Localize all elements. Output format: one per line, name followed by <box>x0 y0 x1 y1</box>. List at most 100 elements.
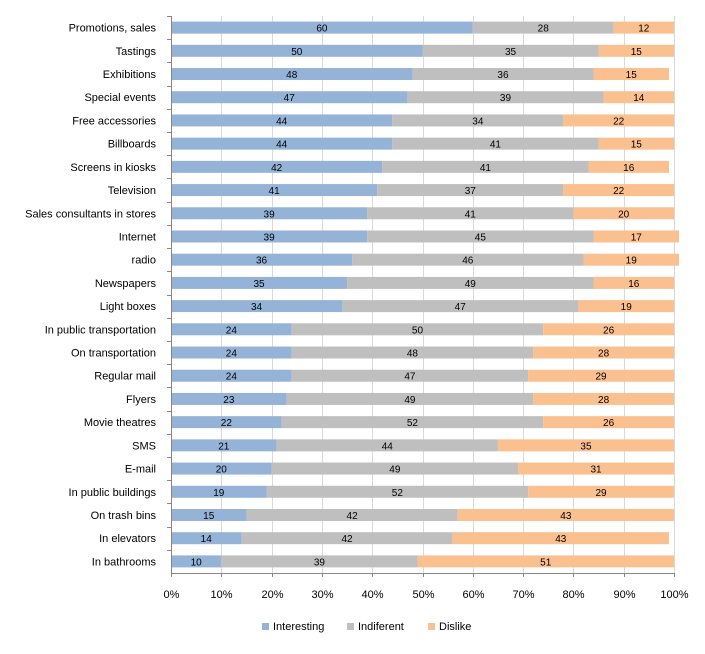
bar-indiferent <box>422 44 599 57</box>
data-label: 43 <box>560 511 572 522</box>
data-label: 41 <box>269 186 281 197</box>
category-label: Light boxes <box>100 301 157 313</box>
data-label: 20 <box>216 465 228 476</box>
data-label: 22 <box>221 418 233 429</box>
bar-dislike <box>528 485 674 498</box>
bar-indiferent <box>382 160 589 173</box>
bar-indiferent <box>342 300 579 313</box>
bar-interesting <box>171 323 292 336</box>
bar-indiferent <box>271 462 519 475</box>
bar-dislike <box>457 508 674 521</box>
data-label: 49 <box>389 465 401 476</box>
category-label: In public transportation <box>45 324 156 336</box>
data-label: 49 <box>404 395 416 406</box>
bar-dislike <box>533 346 674 359</box>
data-label: 28 <box>538 24 550 35</box>
x-tick-label: 100% <box>660 589 688 601</box>
category-label: In elevators <box>99 533 156 545</box>
bar-interesting <box>171 21 473 34</box>
bar-interesting <box>171 207 368 220</box>
axes: 0% 10% 20% 30% 40% 50% 60% 70% 80% 90% 100% Promoti… <box>25 16 689 601</box>
data-label: 42 <box>271 163 283 174</box>
bar-interesting <box>171 416 282 429</box>
bar-indiferent <box>291 323 544 336</box>
bar-dislike <box>563 114 674 127</box>
data-label: 48 <box>407 349 419 360</box>
data-label: 12 <box>638 24 650 35</box>
bar-dislike <box>593 276 674 289</box>
data-label: 29 <box>596 372 608 383</box>
data-label: 15 <box>631 140 643 151</box>
data-label: 19 <box>213 488 225 499</box>
category-label: Screens in kiosks <box>70 162 156 174</box>
bar-indiferent <box>392 137 599 150</box>
bar-dislike <box>497 439 674 452</box>
data-label: 20 <box>618 209 630 220</box>
legend-label-interesting: Interesting <box>273 621 324 633</box>
bar-indiferent <box>367 207 574 220</box>
data-label: 29 <box>596 488 608 499</box>
bar-indiferent <box>377 184 564 197</box>
data-label: 44 <box>382 441 394 452</box>
bar-dislike <box>543 416 674 429</box>
data-label: 31 <box>590 465 602 476</box>
bar-interesting <box>171 485 267 498</box>
data-label: 14 <box>201 534 213 545</box>
bar-dislike <box>528 369 674 382</box>
bar-interesting <box>171 369 292 382</box>
bar-indiferent <box>291 369 529 382</box>
data-label: 41 <box>480 163 492 174</box>
data-label: 50 <box>291 47 303 58</box>
data-label: 14 <box>633 93 645 104</box>
category-label: SMS <box>132 440 156 452</box>
data-label: 24 <box>226 372 238 383</box>
data-label: 19 <box>621 302 633 313</box>
data-label: 44 <box>276 116 288 127</box>
data-label: 52 <box>392 488 404 499</box>
bar-interesting <box>171 44 423 57</box>
data-label: 52 <box>407 418 419 429</box>
data-label: 49 <box>465 279 477 290</box>
category-label: Regular mail <box>94 371 156 383</box>
x-tick-label: 0% <box>164 589 180 601</box>
data-label: 15 <box>631 47 643 58</box>
data-label: 46 <box>462 256 474 267</box>
category-label: Billboards <box>108 139 157 151</box>
data-label: 41 <box>465 209 477 220</box>
bar-interesting <box>171 532 242 545</box>
bar-indiferent <box>392 114 564 127</box>
legend: Interesting Indiferent Dislike <box>262 621 471 633</box>
data-label: 47 <box>455 302 467 313</box>
x-tick-label: 30% <box>311 589 333 601</box>
data-label: 26 <box>603 325 615 336</box>
bar-indiferent <box>281 416 544 429</box>
data-label: 43 <box>555 534 567 545</box>
data-label: 23 <box>223 395 235 406</box>
x-tick-label: 80% <box>562 589 584 601</box>
x-tick-label: 70% <box>512 589 534 601</box>
x-tick-label: 90% <box>613 589 635 601</box>
category-label: Free accessories <box>72 115 156 127</box>
bar-dislike <box>518 462 674 475</box>
data-label: 36 <box>256 256 268 267</box>
category-label: Tastings <box>116 46 157 58</box>
data-label: 22 <box>613 116 625 127</box>
data-label: 39 <box>264 209 276 220</box>
data-label: 28 <box>598 349 610 360</box>
bar-interesting <box>171 392 287 405</box>
bar-dislike <box>593 230 680 243</box>
category-label: Promotions, sales <box>69 23 157 35</box>
gridlines <box>221 16 675 573</box>
data-label: 47 <box>284 93 296 104</box>
data-label: 21 <box>218 441 230 452</box>
data-label: 17 <box>631 232 643 243</box>
category-label: Television <box>108 185 156 197</box>
legend-label-dislike: Dislike <box>439 621 471 633</box>
bar-interesting <box>171 91 408 104</box>
bar-indiferent <box>286 392 534 405</box>
category-label: E-mail <box>125 464 156 476</box>
legend-swatch-dislike <box>428 623 435 630</box>
bar-interesting <box>171 346 292 359</box>
bar-indiferent <box>367 230 594 243</box>
bar-interesting <box>171 462 272 475</box>
